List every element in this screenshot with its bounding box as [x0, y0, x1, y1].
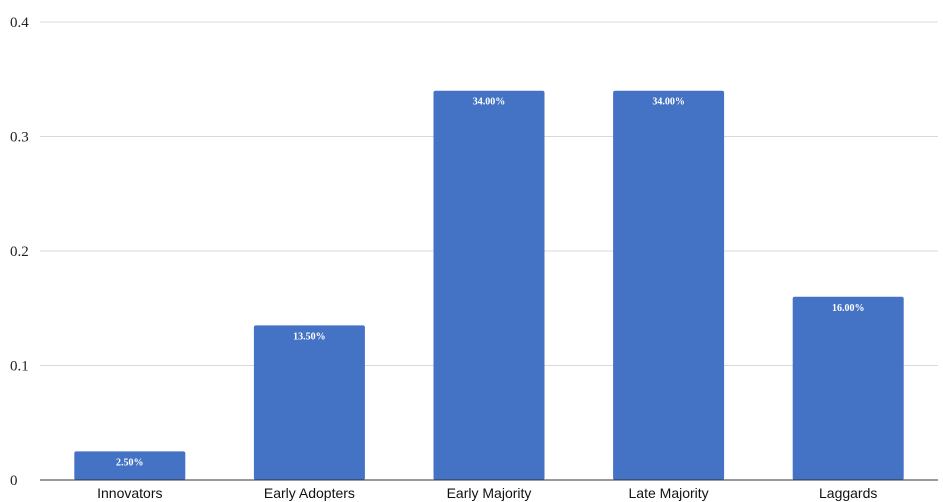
y-axis-ticks: 0 0.1 0.2 0.3 0.4 [10, 15, 29, 489]
bar [613, 90, 725, 480]
data-label: 34.00% [652, 97, 685, 108]
bar [792, 296, 904, 480]
bars [74, 90, 904, 480]
x-tick-label: Innovators [97, 485, 162, 501]
data-label: 2.50% [116, 457, 144, 468]
data-label: 34.00% [473, 97, 506, 108]
data-label: 16.00% [832, 303, 865, 314]
y-tick-label: 0.3 [10, 130, 29, 146]
x-tick-label: Laggards [819, 485, 877, 501]
y-tick-label: 0 [10, 473, 18, 489]
data-labels: 2.50% 13.50% 34.00% 34.00% 16.00% [116, 97, 864, 469]
x-tick-label: Late Majority [629, 485, 709, 501]
bar [433, 90, 545, 480]
bar [253, 325, 365, 480]
x-tick-label: Early Adopters [264, 485, 355, 501]
data-label: 13.50% [293, 331, 326, 342]
y-tick-label: 0.2 [10, 244, 29, 260]
x-axis-ticks: Innovators Early Adopters Early Majority La… [97, 485, 877, 501]
y-tick-label: 0.4 [10, 15, 29, 31]
y-tick-label: 0.1 [10, 359, 29, 375]
bar [74, 451, 186, 480]
x-tick-label: Early Majority [447, 485, 532, 501]
